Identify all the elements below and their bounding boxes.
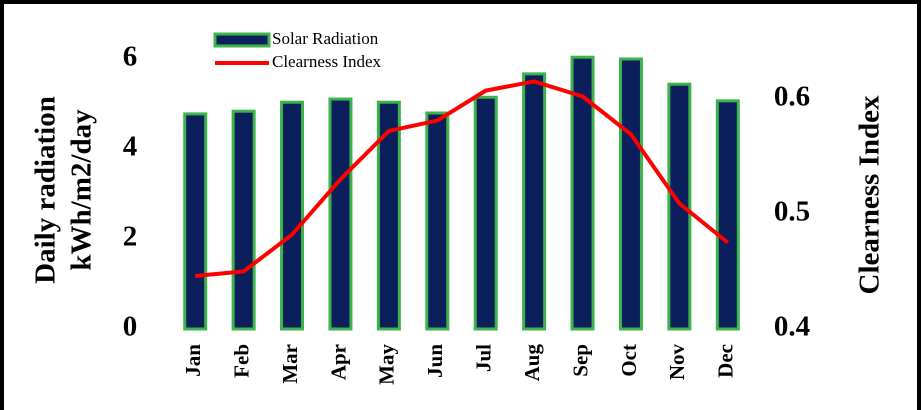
y-tick-label: 2 [123, 221, 138, 253]
x-tick-label: Dec [714, 344, 738, 378]
x-tick-label: Jan [181, 344, 205, 377]
legend-label: Solar Radiation [272, 29, 379, 48]
y-axis-title: Daily radiation [30, 96, 62, 284]
bar [328, 97, 353, 331]
bar [473, 95, 498, 331]
bar [522, 72, 547, 331]
x-tick-label: Oct [617, 344, 641, 377]
y2-tick-label: 0.4 [774, 311, 810, 343]
y-tick-label: 6 [123, 41, 138, 73]
bar [667, 82, 692, 331]
x-tick-label: Jun [423, 344, 447, 378]
x-tick-label: Nov [665, 344, 689, 381]
y-tick-label: 0 [123, 311, 138, 343]
x-tick-label: Jul [472, 344, 496, 372]
bar [376, 100, 401, 331]
legend-swatch [213, 32, 271, 48]
x-tick-label: Sep [568, 344, 592, 377]
bar [570, 55, 595, 331]
bar [618, 57, 643, 331]
bar [280, 100, 305, 331]
bar [183, 112, 208, 331]
bar [715, 99, 740, 331]
y-tick-label: 4 [123, 131, 138, 163]
x-tick-label: Feb [229, 344, 253, 378]
y2-tick-label: 0.6 [774, 80, 810, 112]
x-tick-label: Apr [326, 344, 350, 380]
bar [231, 109, 256, 331]
line [195, 79, 730, 279]
y2-tick-label: 0.5 [774, 195, 810, 227]
y-axis-title: kWh/m2/day [66, 109, 98, 271]
x-tick-label: May [375, 344, 399, 385]
bar [425, 111, 450, 331]
x-tick-label: Mar [278, 344, 302, 384]
legend-label: Clearness Index [272, 52, 382, 71]
y2-axis-title: Clearness Index [854, 95, 886, 294]
x-tick-label: Aug [520, 344, 544, 382]
